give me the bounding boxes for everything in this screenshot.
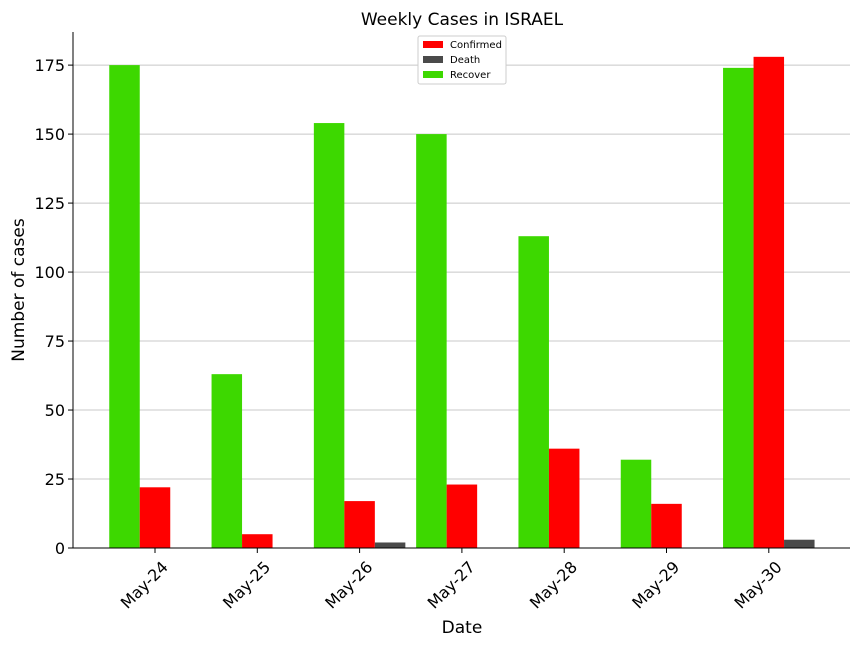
bar-recover-may-30 (723, 67, 754, 549)
bar-death-may-26 (374, 542, 406, 548)
x-tick-label: May-24 (117, 557, 172, 612)
legend-label-death: Death (450, 55, 480, 66)
legend-label-recover: Recover (450, 70, 491, 81)
x-tick-label: May-25 (219, 557, 274, 612)
y-ticks: 0 25 50 75 100 125 150 175 (34, 56, 73, 558)
legend-swatch-confirmed (423, 41, 443, 48)
y-tick-label: 75 (45, 332, 65, 351)
grid-lines (73, 64, 850, 480)
legend-swatch-death (423, 56, 443, 63)
bar-death-may-30 (784, 539, 815, 548)
bar-confirmed-may-26 (344, 501, 375, 548)
y-tick-label: 125 (34, 194, 65, 213)
y-tick-label: 50 (45, 401, 65, 420)
bar-confirmed-may-27 (446, 484, 478, 548)
y-tick-label: 0 (55, 539, 65, 558)
bar-recover-may-29 (620, 459, 652, 548)
legend-label-confirmed: Confirmed (450, 40, 502, 51)
bar-confirmed-may-28 (548, 448, 580, 548)
bar-confirmed-may-24 (139, 487, 171, 548)
x-tick-label: May-30 (731, 557, 786, 612)
bar-confirmed-may-30 (753, 56, 785, 548)
y-tick-label: 175 (34, 56, 65, 75)
x-ticks: May-24 May-25 May-26 May-27 May-28 May-29 May-… (117, 548, 786, 613)
bar-recover-may-26 (313, 123, 345, 548)
legend-swatch-recover (423, 71, 443, 78)
legend: Confirmed Death Recover (417, 35, 507, 85)
x-tick-label: May-26 (321, 557, 376, 612)
bar-recover-may-25 (211, 374, 243, 548)
x-tick-label: May-29 (628, 557, 683, 612)
x-axis-label: Date (442, 618, 483, 638)
bar-recover-may-24 (109, 65, 140, 548)
y-tick-label: 100 (34, 263, 65, 282)
chart-title: Weekly Cases in ISRAEL (361, 10, 564, 30)
bars (109, 56, 815, 549)
bar-recover-may-28 (518, 236, 549, 549)
y-tick-label: 25 (45, 470, 65, 489)
x-tick-label: May-27 (424, 557, 479, 612)
x-tick-label: May-28 (526, 557, 581, 612)
bar-confirmed-may-29 (651, 503, 682, 548)
y-tick-label: 150 (34, 125, 65, 144)
y-axis-label: Number of cases (9, 218, 29, 362)
bar-confirmed-may-25 (242, 534, 273, 548)
bar-recover-may-27 (416, 134, 447, 548)
